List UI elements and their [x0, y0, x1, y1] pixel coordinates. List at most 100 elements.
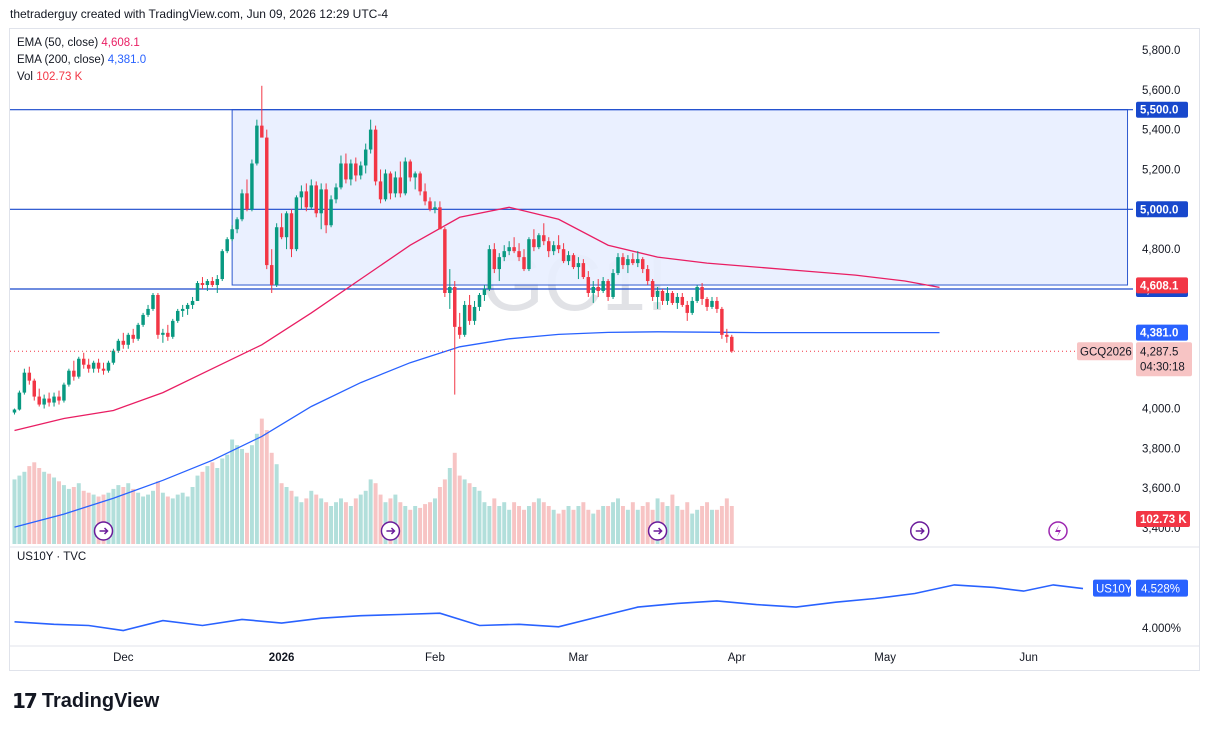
- event-marker[interactable]: [910, 521, 930, 541]
- candle[interactable]: [230, 225, 234, 242]
- candle[interactable]: [146, 304, 150, 317]
- candle[interactable]: [561, 243, 566, 264]
- ema50-legend[interactable]: EMA (50, close) 4,608.1: [17, 35, 146, 52]
- candle[interactable]: [695, 285, 699, 303]
- candle[interactable]: [517, 243, 521, 262]
- candle[interactable]: [660, 289, 665, 305]
- candle[interactable]: [438, 201, 442, 230]
- candle[interactable]: [631, 253, 635, 266]
- candle[interactable]: [215, 275, 220, 293]
- candle[interactable]: [47, 392, 51, 407]
- candle[interactable]: [274, 223, 279, 288]
- candle[interactable]: [477, 292, 482, 311]
- candle[interactable]: [96, 358, 101, 373]
- candle[interactable]: [472, 300, 477, 325]
- candle[interactable]: [175, 308, 180, 323]
- candle[interactable]: [566, 251, 571, 266]
- candle[interactable]: [690, 296, 694, 315]
- candle[interactable]: [161, 328, 165, 343]
- event-marker[interactable]: [380, 521, 401, 541]
- candle[interactable]: [17, 390, 22, 411]
- candle[interactable]: [571, 253, 576, 270]
- candle[interactable]: [636, 251, 640, 268]
- candle[interactable]: [467, 294, 472, 325]
- candle[interactable]: [462, 300, 467, 337]
- candle[interactable]: [710, 296, 714, 309]
- ema200-legend[interactable]: EMA (200, close) 4,381.0: [17, 52, 146, 69]
- event-marker[interactable]: [93, 521, 114, 541]
- candle[interactable]: [443, 227, 447, 297]
- tradingview-logo[interactable]: 17 TradingView: [12, 689, 159, 713]
- candle[interactable]: [205, 279, 210, 291]
- candle[interactable]: [537, 233, 541, 250]
- candle[interactable]: [299, 185, 304, 210]
- candle[interactable]: [101, 362, 106, 375]
- candle[interactable]: [700, 283, 704, 305]
- candle[interactable]: [551, 241, 556, 256]
- candle[interactable]: [675, 292, 680, 309]
- candle[interactable]: [235, 217, 239, 234]
- candle[interactable]: [37, 388, 41, 407]
- candle[interactable]: [556, 235, 561, 254]
- candle[interactable]: [715, 296, 719, 313]
- candle[interactable]: [373, 125, 378, 186]
- candle[interactable]: [408, 159, 412, 182]
- candle[interactable]: [106, 360, 111, 373]
- candle[interactable]: [492, 243, 497, 274]
- time-axis[interactable]: Dec 2026 Feb Mar Apr May Jun: [10, 645, 1199, 664]
- candle[interactable]: [260, 85, 264, 138]
- candle[interactable]: [730, 334, 734, 353]
- event-marker[interactable]: [647, 521, 668, 541]
- candle[interactable]: [403, 157, 408, 196]
- candle[interactable]: [640, 257, 645, 274]
- candle[interactable]: [368, 119, 373, 154]
- candle[interactable]: [725, 328, 729, 343]
- candle[interactable]: [413, 171, 417, 190]
- candles[interactable]: [12, 85, 734, 415]
- candle[interactable]: [645, 265, 650, 286]
- candle[interactable]: [121, 332, 126, 349]
- candle[interactable]: [433, 201, 437, 214]
- candle[interactable]: [42, 394, 46, 409]
- candle[interactable]: [507, 241, 511, 256]
- candle[interactable]: [611, 269, 615, 299]
- candle[interactable]: [309, 179, 314, 210]
- candle[interactable]: [606, 279, 610, 301]
- candle[interactable]: [151, 292, 155, 311]
- candle[interactable]: [245, 179, 249, 212]
- candle[interactable]: [334, 183, 338, 204]
- candle[interactable]: [428, 197, 432, 212]
- candle[interactable]: [284, 211, 289, 250]
- candle[interactable]: [418, 171, 422, 196]
- candle[interactable]: [596, 279, 600, 297]
- candle[interactable]: [621, 253, 625, 270]
- candle[interactable]: [255, 119, 259, 166]
- candle[interactable]: [329, 195, 333, 228]
- candle[interactable]: [502, 245, 506, 262]
- event-markers[interactable]: [93, 521, 1068, 541]
- us10y-line[interactable]: [14, 584, 1084, 632]
- candle[interactable]: [616, 253, 620, 276]
- candle[interactable]: [22, 368, 27, 395]
- candle[interactable]: [289, 209, 294, 258]
- candle[interactable]: [626, 255, 630, 274]
- candle[interactable]: [32, 378, 36, 401]
- candle[interactable]: [72, 360, 76, 381]
- vol-legend[interactable]: Vol 102.73 K: [17, 69, 146, 86]
- candle[interactable]: [354, 157, 358, 182]
- candle[interactable]: [314, 181, 318, 218]
- candle[interactable]: [457, 312, 462, 339]
- candle[interactable]: [670, 290, 675, 305]
- candle[interactable]: [225, 237, 229, 254]
- candle[interactable]: [27, 366, 32, 385]
- candle[interactable]: [453, 281, 457, 395]
- candle[interactable]: [111, 348, 116, 365]
- candle[interactable]: [240, 189, 244, 222]
- candle[interactable]: [359, 161, 363, 180]
- candle[interactable]: [180, 304, 185, 317]
- candle[interactable]: [220, 249, 224, 282]
- candle[interactable]: [294, 195, 299, 252]
- candle[interactable]: [586, 271, 591, 297]
- candle[interactable]: [141, 312, 145, 327]
